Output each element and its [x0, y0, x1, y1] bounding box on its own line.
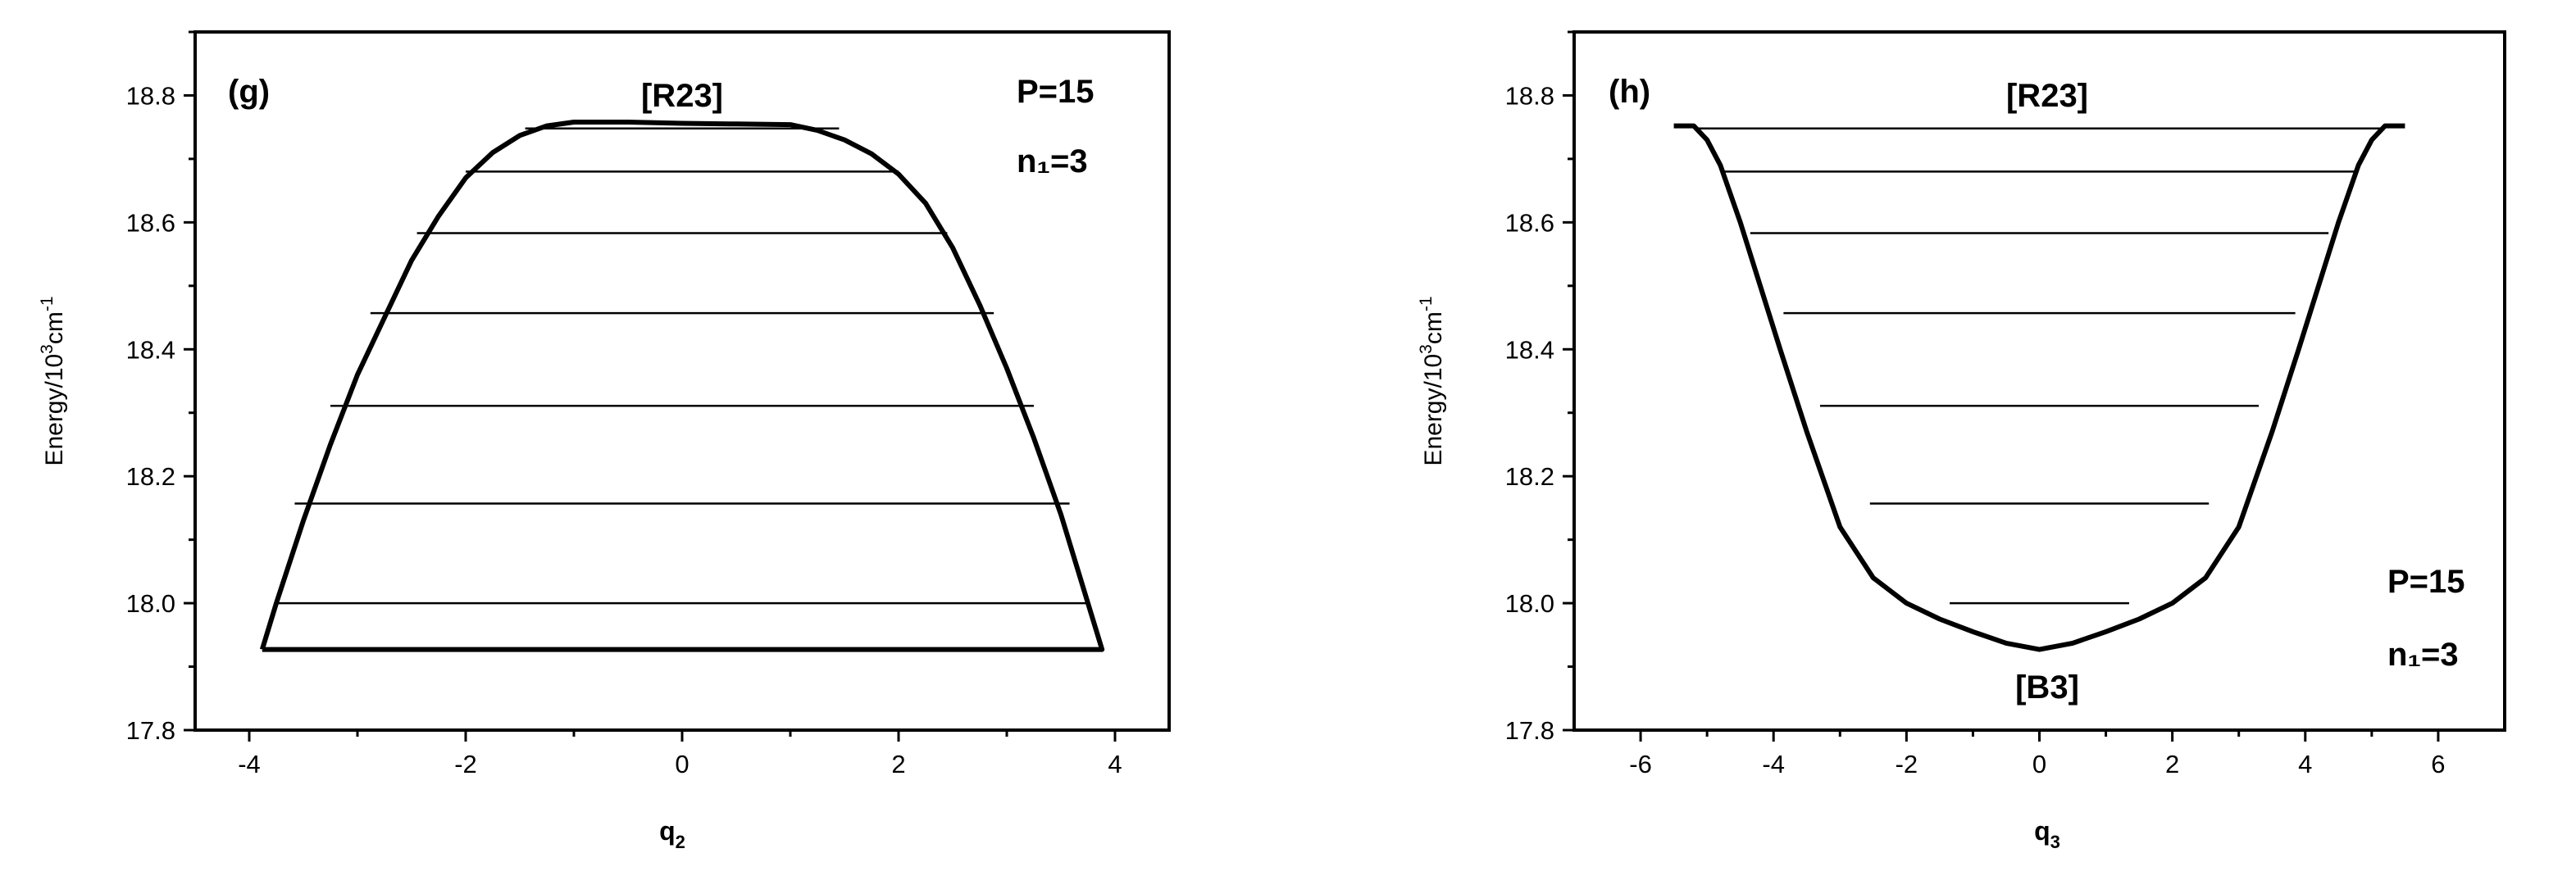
- annotation-r23-g: [R23]: [641, 78, 723, 114]
- y-ticks-h: 17.8 18.0 18.2 18.4 18.6 18.8: [1505, 30, 1574, 745]
- y-tick-label-h-1: 18.0: [1505, 589, 1554, 618]
- y-axis-label-sup-h: 3: [1417, 344, 1436, 354]
- plot-frame-h: [1572, 30, 2506, 732]
- x-tick-label-g-0: -4: [238, 750, 261, 778]
- panel-g: -4 -2 0 2 4 17.8 18.0 18.2 18.4 18.6 18.8 (g) [R2…: [38, 30, 1171, 852]
- annotation-p-h: P=15: [2387, 564, 2465, 600]
- x-tick-label-g-1: -2: [454, 750, 477, 778]
- y-tick-label-h-5: 18.8: [1505, 81, 1554, 110]
- x-tick-label-h-0: -6: [1629, 750, 1652, 778]
- x-tick-label-g-4: 4: [1108, 750, 1122, 778]
- annotation-b3-h: [B3]: [2015, 669, 2079, 706]
- y-axis-label-main-h: Energy/10: [1420, 354, 1447, 466]
- y-axis-label-unit-sup-g: -1: [38, 296, 57, 311]
- annotation-n1-g: n₁=3: [1017, 143, 1088, 179]
- y-tick-label-g-1: 18.0: [126, 589, 175, 618]
- x-tick-label-g-2: 0: [675, 750, 689, 778]
- x-axis-label-main-h: q: [2034, 816, 2050, 846]
- panel-label-h: (h): [1609, 74, 1650, 110]
- plot-frame-g: [193, 30, 1171, 732]
- y-tick-label-h-3: 18.4: [1505, 335, 1554, 364]
- y-axis-label-h: Energy/103cm-1: [1417, 296, 1447, 465]
- x-tick-label-h-5: 4: [2298, 750, 2312, 778]
- annotation-p-g: P=15: [1017, 74, 1095, 110]
- x-tick-label-h-2: -2: [1896, 750, 1918, 778]
- x-ticks-h: -6 -4 -2 0 2 4 6: [1629, 730, 2446, 778]
- y-ticks-g: 17.8 18.0 18.2 18.4 18.6 18.8: [126, 30, 195, 745]
- panel-label-g: (g): [228, 74, 270, 110]
- x-tick-label-h-3: 0: [2032, 750, 2046, 778]
- potential-curve-g: [259, 120, 1105, 652]
- x-ticks-g: -4 -2 0 2 4: [238, 730, 1122, 778]
- y-tick-label-g-3: 18.4: [126, 335, 175, 364]
- x-axis-label-h: q3: [2034, 816, 2060, 852]
- y-axis-label-main-g: Energy/10: [41, 354, 68, 466]
- x-axis-label-sub-g: 2: [676, 832, 685, 852]
- annotation-n1-h: n₁=3: [2387, 637, 2459, 673]
- y-axis-label-unit-g: cm: [41, 311, 68, 344]
- energy-levels-g: [276, 127, 1088, 605]
- y-tick-label-g-2: 18.2: [126, 462, 175, 491]
- y-tick-label-h-2: 18.2: [1505, 462, 1554, 491]
- energy-levels-h: [1696, 127, 2383, 605]
- panel-h: -6 -4 -2 0 2 4 6 17.818.018.218.418.618.8 (h) …: [1417, 30, 2506, 852]
- y-axis-label-g: Energy/103cm-1: [38, 296, 68, 465]
- y-tick-label-g-4: 18.6: [126, 208, 175, 237]
- y-axis-label-unit-h: cm: [1420, 311, 1447, 344]
- y-axis-label-sup-g: 3: [38, 344, 57, 354]
- y-tick-label-g-5: 18.8: [126, 81, 175, 110]
- x-axis-label-g: q2: [659, 816, 685, 852]
- y-tick-label-h-4: 18.6: [1505, 208, 1554, 237]
- x-axis-label-main-g: q: [659, 816, 676, 846]
- x-tick-label-g-3: 2: [891, 750, 905, 778]
- y-axis-label-unit-sup-h: -1: [1417, 296, 1436, 311]
- y-tick-label-h-0: 17.8: [1505, 716, 1554, 745]
- x-tick-label-h-4: 2: [2165, 750, 2179, 778]
- y-tick-label-g-0: 17.8: [126, 716, 175, 745]
- x-tick-label-h-6: 6: [2431, 750, 2445, 778]
- x-axis-label-sub-h: 3: [2050, 832, 2060, 852]
- annotation-r23-h: [R23]: [2006, 78, 2088, 114]
- x-tick-label-h-1: -4: [1762, 750, 1785, 778]
- potential-curve-h: [1673, 123, 2405, 652]
